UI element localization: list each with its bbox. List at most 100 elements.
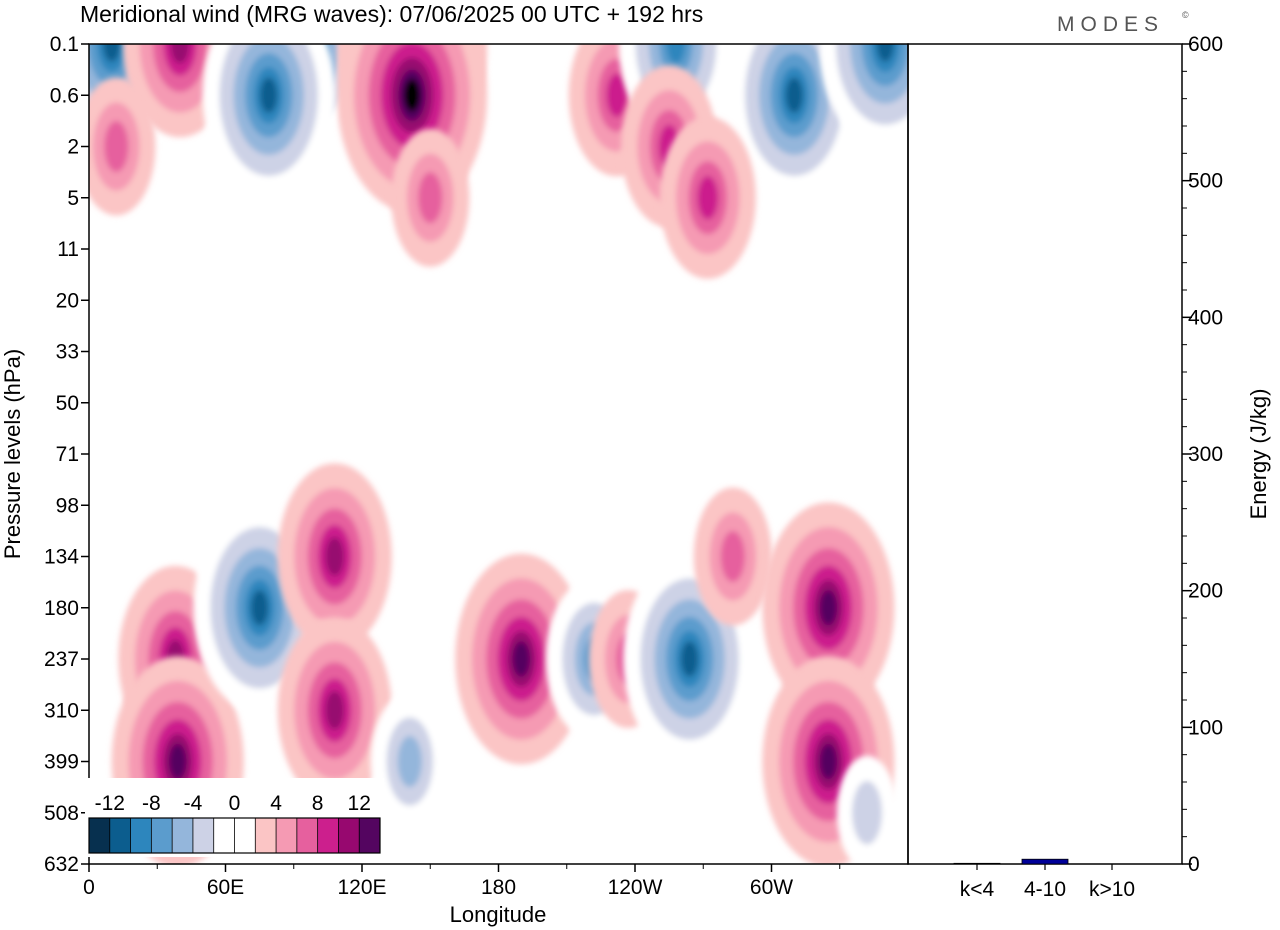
colorbar: -12 -8 -4 0 4 8 12	[85, 778, 384, 857]
colorbar-swatch	[213, 818, 235, 853]
x-tick-label: 60W	[750, 876, 793, 899]
colorbar-swatch	[317, 818, 339, 853]
x-tick-label: 60E	[207, 876, 244, 899]
wind-feature	[193, 502, 326, 714]
energy-axis-label: Energy (J/kg)	[1246, 389, 1271, 520]
x-axis-label: Longitude	[450, 902, 547, 927]
wind-contour	[606, 73, 628, 118]
wind-contour	[104, 121, 129, 172]
x-tick-label: 180	[481, 876, 516, 899]
brand-mark: ©	[1182, 10, 1189, 20]
wind-feature	[693, 487, 772, 626]
y-tick-label: 399	[44, 751, 79, 774]
colorbar-label: 8	[312, 792, 324, 815]
wind-contour	[170, 44, 190, 64]
wind-feature	[277, 463, 392, 650]
energy-bar	[953, 862, 1001, 865]
energy-bar	[1021, 858, 1069, 865]
wind-contour	[819, 743, 837, 780]
wind-feature	[202, 44, 335, 201]
wind-feature	[819, 44, 908, 150]
wind-feature	[370, 692, 449, 831]
colorbar-swatch	[359, 818, 381, 853]
colorbar-swatch	[296, 818, 319, 853]
y-axis-label: Pressure levels (hPa)	[0, 349, 25, 559]
wind-feature	[89, 77, 156, 216]
brand-name: MODES	[1057, 13, 1164, 36]
wind-feature	[659, 116, 756, 279]
energy-y-tick-label: 400	[1188, 306, 1223, 329]
wind-contour	[251, 589, 269, 626]
chart-title: Meridional wind (MRG waves): 07/06/2025 …	[80, 1, 703, 27]
y-tick-label: 2	[67, 136, 79, 159]
energy-y-tick-label: 200	[1188, 580, 1223, 603]
colorbar-swatch	[234, 818, 256, 853]
colorbar-swatch	[276, 818, 298, 853]
wind-contour	[876, 44, 894, 62]
heatmap-axes: 0 60E 120E 180 120W 60W 0.1 0.6 2 5 11 20 33 50 71 98 13…	[44, 33, 841, 899]
energy-y-tick-label: 0	[1188, 853, 1200, 876]
colorbar-label: -12	[95, 792, 125, 815]
colorbar-frame	[88, 817, 381, 854]
wind-contour	[169, 743, 187, 780]
energy-y-tick-label: 100	[1188, 716, 1223, 739]
energy-category-label: 4-10	[1024, 878, 1066, 901]
colorbar-label: -8	[142, 792, 161, 815]
colorbar-swatch	[89, 818, 111, 853]
energy-category-label: k<4	[960, 878, 995, 901]
y-tick-label: 5	[67, 187, 79, 210]
y-tick-label: 632	[44, 853, 79, 876]
y-tick-label: 11	[57, 238, 79, 261]
wind-feature	[391, 128, 470, 267]
colorbar-label: 12	[348, 792, 371, 815]
colorbar-swatch	[109, 818, 132, 853]
wind-contour	[697, 175, 719, 220]
y-tick-label: 134	[44, 546, 79, 569]
y-tick-label: 310	[44, 699, 79, 722]
wind-feature	[455, 553, 588, 765]
colorbar-swatch	[151, 818, 173, 853]
wind-contour	[666, 44, 686, 64]
y-tick-label: 50	[56, 392, 79, 415]
x-tick-label: 0	[83, 876, 95, 899]
y-tick-label: 508	[44, 802, 79, 825]
energy-category-label: k>10	[1089, 878, 1135, 901]
colorbar-swatch	[172, 818, 194, 853]
energy-frame	[907, 43, 1183, 865]
wind-contour	[325, 537, 345, 576]
y-tick-label: 0.1	[50, 33, 79, 56]
wind-contour	[418, 172, 443, 224]
energy-y-tick-label: 300	[1188, 443, 1223, 466]
wind-contour	[512, 641, 530, 677]
colorbar-swatch	[338, 818, 360, 853]
wind-feature	[277, 617, 392, 804]
colorbar-swatch	[130, 818, 152, 853]
x-tick-label: 120W	[608, 876, 663, 899]
wind-contour	[325, 690, 345, 730]
y-tick-label: 237	[44, 648, 79, 671]
y-tick-label: 98	[56, 494, 79, 517]
wind-contour	[397, 736, 422, 787]
wind-contour	[852, 781, 883, 845]
wind-contour	[819, 589, 837, 626]
y-tick-label: 180	[44, 597, 79, 620]
x-tick-label: 120E	[337, 876, 386, 899]
energy-y-tick-label: 600	[1188, 33, 1223, 56]
wind-contour	[720, 531, 745, 582]
energy-y-tick-label: 500	[1188, 170, 1223, 193]
y-tick-label: 71	[56, 443, 79, 466]
wind-feature	[762, 502, 895, 714]
wind-contour	[681, 641, 699, 677]
colorbar-swatch	[192, 818, 215, 853]
y-tick-label: 20	[56, 289, 79, 312]
energy-bar-chart: 0 100 200 300 400 500 600 k<4 4-10 k>10	[953, 33, 1223, 901]
colorbar-label: -4	[184, 792, 203, 815]
brand-logo: MODES ©	[1057, 10, 1189, 36]
wind-heatmap	[89, 44, 908, 864]
wind-contour	[404, 78, 420, 112]
wind-contour	[103, 44, 121, 62]
colorbar-label: 0	[229, 792, 241, 815]
y-tick-label: 0.6	[50, 84, 79, 107]
y-tick-label: 33	[56, 341, 79, 364]
